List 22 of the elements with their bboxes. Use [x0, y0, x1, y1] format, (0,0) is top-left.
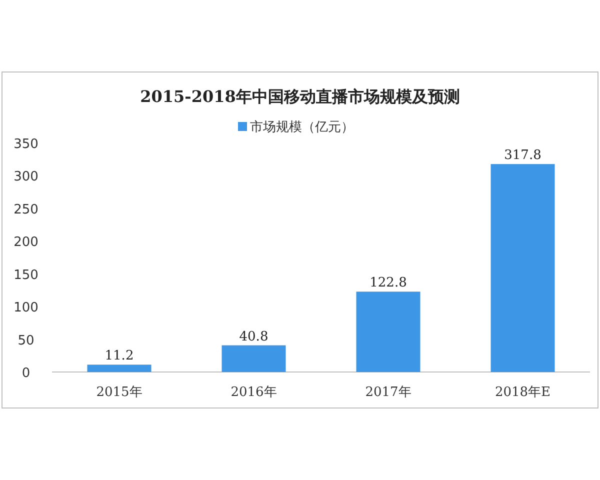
- legend-label: 市场规模（亿元）: [250, 120, 354, 135]
- data-label: 40.8: [239, 329, 268, 344]
- x-tick-label: 2015年: [96, 385, 142, 400]
- y-tick-label: 150: [14, 268, 38, 283]
- bar: [356, 292, 420, 372]
- bar: [222, 345, 286, 372]
- y-tick-label: 100: [14, 300, 38, 316]
- x-tick-label: 2017年: [365, 385, 412, 400]
- y-tick-label: 200: [14, 235, 38, 250]
- data-label: 317.8: [504, 148, 542, 164]
- x-tick-label: 2018年E: [494, 385, 551, 400]
- y-tick-label: 250: [14, 202, 38, 218]
- data-label: 11.2: [104, 348, 134, 364]
- y-tick-label: 0: [22, 366, 30, 381]
- bar: [87, 364, 152, 372]
- chart-title: 2015-2018年中国移动直播市场规模及预测: [140, 87, 460, 106]
- y-tick-label: 50: [18, 333, 34, 348]
- y-tick-label: 350: [14, 137, 38, 152]
- x-tick-label: 2016年: [230, 385, 277, 400]
- y-tick-label: 300: [14, 170, 38, 185]
- data-label: 122.8: [370, 276, 407, 291]
- bar: [490, 164, 555, 372]
